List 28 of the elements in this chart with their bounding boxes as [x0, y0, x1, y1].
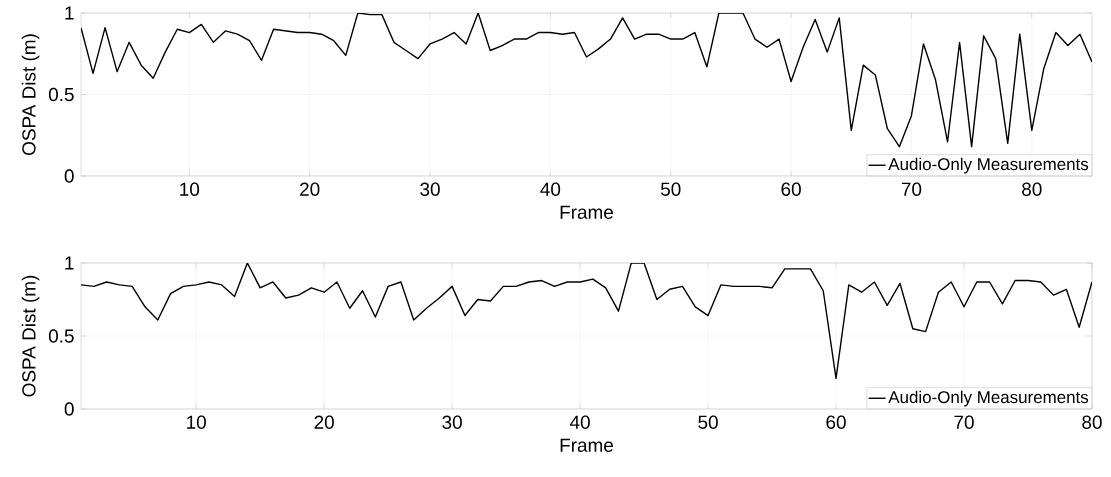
y-tick-label: 1: [65, 256, 74, 270]
x-axis-title: Frame: [560, 205, 613, 219]
y-tick-label: 0.5: [48, 87, 74, 102]
y-axis-title: OSPA Dist (m): [21, 275, 40, 397]
x-axis-title: Frame: [560, 438, 613, 452]
y-tick-label: 0: [64, 169, 74, 183]
x-tick-label: 60: [781, 182, 801, 196]
x-tick-label: 20: [314, 415, 334, 429]
x-tick-label: 70: [901, 182, 922, 196]
x-tick-label: 30: [420, 182, 440, 196]
y-tick-label: 1: [65, 6, 74, 20]
x-tick-label: 40: [569, 415, 590, 429]
x-tick-label: 20: [300, 182, 320, 196]
x-tick-label: 70: [954, 415, 974, 429]
y-axis-title: OSPA Dist (m): [21, 34, 40, 155]
x-tick-label: 30: [442, 415, 462, 429]
x-tick-label: 80: [1082, 415, 1102, 429]
x-tick-label: 60: [826, 415, 846, 429]
x-tick-label: 50: [660, 182, 681, 196]
y-tick-label: 0: [64, 402, 74, 416]
x-tick-label: 50: [698, 415, 718, 429]
x-tick-label: 40: [540, 182, 561, 196]
x-tick-label: 80: [1022, 182, 1042, 196]
legend-label: Audio-Only Measurements: [888, 390, 1089, 407]
y-tick-label: 0.5: [48, 329, 74, 343]
legend-label: Audio-Only Measurements: [888, 157, 1089, 174]
x-tick-label: 10: [187, 415, 206, 429]
x-tick-label: 10: [180, 182, 200, 196]
